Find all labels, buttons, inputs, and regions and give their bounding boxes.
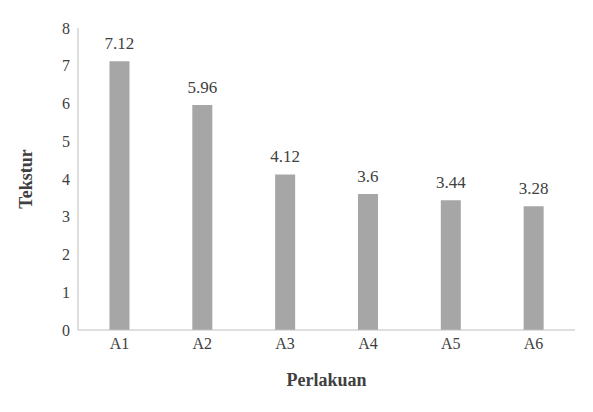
svg-text:3.44: 3.44	[436, 173, 466, 192]
svg-text:3: 3	[62, 208, 70, 225]
svg-text:1: 1	[62, 284, 70, 301]
svg-text:A2: A2	[192, 335, 212, 352]
svg-text:3.6: 3.6	[357, 167, 378, 186]
svg-text:3.28: 3.28	[519, 179, 549, 198]
svg-text:A4: A4	[358, 335, 378, 352]
svg-text:A3: A3	[275, 335, 295, 352]
svg-text:A1: A1	[110, 335, 130, 352]
svg-text:A6: A6	[524, 335, 544, 352]
svg-text:6: 6	[62, 95, 70, 112]
svg-text:8: 8	[62, 20, 70, 37]
svg-text:4.12: 4.12	[270, 147, 300, 166]
svg-text:5.96: 5.96	[187, 78, 217, 97]
svg-text:4: 4	[62, 171, 70, 188]
svg-text:7.12: 7.12	[105, 34, 135, 53]
svg-text:7: 7	[62, 57, 70, 74]
svg-text:Tekstur: Tekstur	[16, 149, 36, 208]
svg-text:0: 0	[62, 322, 70, 339]
svg-text:Perlakuan: Perlakuan	[286, 370, 366, 390]
svg-text:2: 2	[62, 246, 70, 263]
svg-text:5: 5	[62, 133, 70, 150]
svg-text:A5: A5	[441, 335, 461, 352]
